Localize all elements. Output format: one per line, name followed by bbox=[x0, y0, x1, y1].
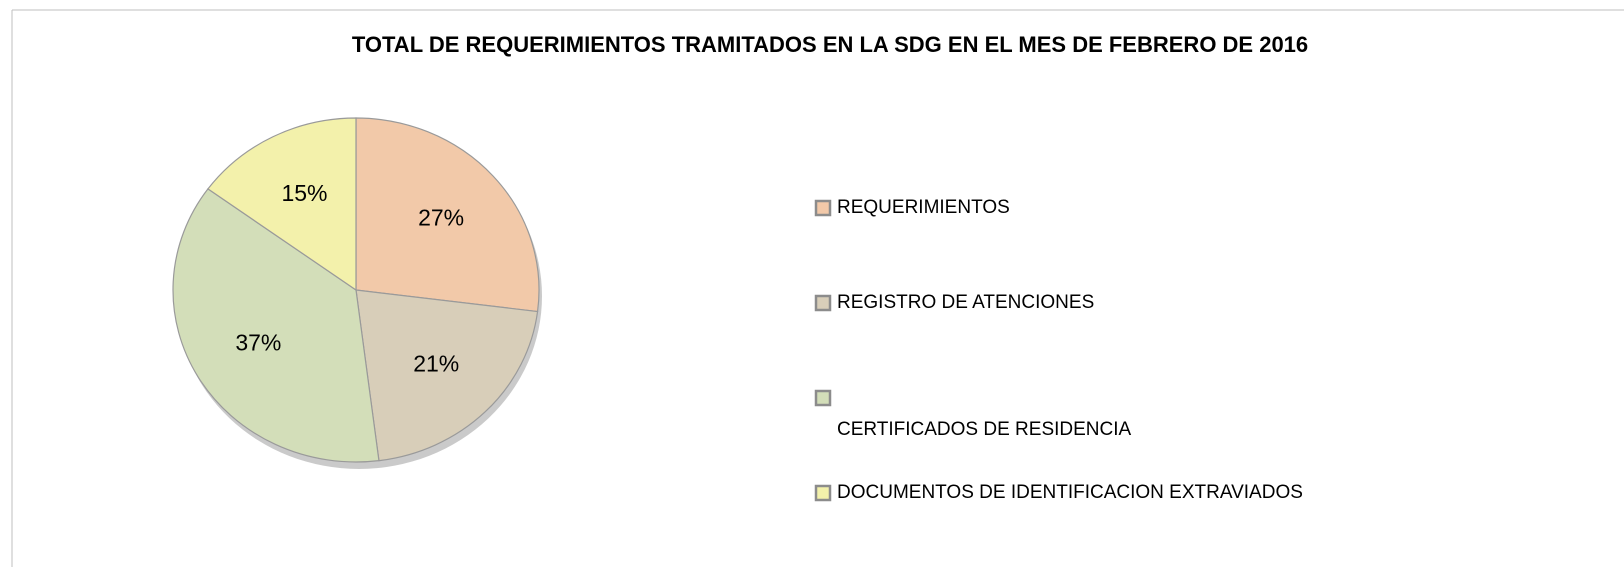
pie-slice bbox=[172, 188, 380, 463]
legend-label: REGISTRO DE ATENCIONES bbox=[837, 292, 1094, 313]
legend-label: CERTIFICADOS DE RESIDENCIA bbox=[837, 419, 1132, 440]
data-label: 21% bbox=[413, 350, 459, 376]
legend-label: DOCUMENTOS DE IDENTIFICACION EXTRAVIADOS bbox=[837, 482, 1303, 503]
legend-marker bbox=[814, 294, 832, 312]
pie-slice bbox=[355, 117, 540, 313]
legend-label: REQUERIMIENTOS bbox=[837, 197, 1010, 218]
legend-marker bbox=[814, 199, 832, 217]
pie-slice bbox=[355, 289, 539, 462]
data-label: 27% bbox=[418, 205, 464, 231]
legend-marker bbox=[814, 389, 832, 407]
data-label: 15% bbox=[281, 180, 327, 206]
data-label: 37% bbox=[235, 329, 281, 355]
pie-slice bbox=[207, 117, 357, 292]
chart-title: TOTAL DE REQUERIMIENTOS TRAMITADOS EN LA… bbox=[352, 32, 1308, 57]
legend-marker bbox=[814, 484, 832, 502]
